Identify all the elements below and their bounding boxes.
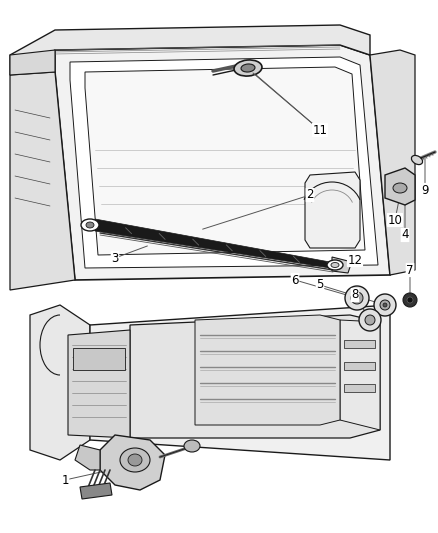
Ellipse shape	[403, 293, 417, 307]
Ellipse shape	[383, 303, 387, 307]
Polygon shape	[75, 445, 100, 470]
Ellipse shape	[128, 454, 142, 466]
Ellipse shape	[374, 294, 396, 316]
Ellipse shape	[331, 262, 339, 268]
Polygon shape	[100, 435, 165, 490]
Polygon shape	[195, 315, 340, 425]
Polygon shape	[10, 50, 55, 75]
Text: 9: 9	[421, 183, 429, 197]
Ellipse shape	[380, 300, 390, 310]
Polygon shape	[85, 67, 365, 255]
Text: 10: 10	[388, 214, 403, 227]
Ellipse shape	[81, 219, 99, 231]
Polygon shape	[95, 219, 330, 268]
Polygon shape	[130, 315, 380, 438]
Polygon shape	[55, 45, 390, 280]
Text: 11: 11	[312, 124, 328, 136]
Polygon shape	[305, 172, 360, 248]
Polygon shape	[30, 305, 90, 460]
Ellipse shape	[241, 64, 255, 72]
Text: 12: 12	[347, 254, 363, 266]
Ellipse shape	[355, 296, 359, 300]
Ellipse shape	[393, 183, 407, 193]
Polygon shape	[90, 305, 390, 460]
Ellipse shape	[234, 60, 262, 76]
Polygon shape	[68, 330, 130, 438]
Ellipse shape	[184, 440, 200, 452]
Text: 5: 5	[316, 279, 324, 292]
Polygon shape	[344, 362, 375, 370]
Polygon shape	[10, 25, 370, 75]
Text: 6: 6	[291, 273, 299, 287]
Text: 4: 4	[401, 229, 409, 241]
Ellipse shape	[345, 286, 369, 310]
Polygon shape	[10, 72, 75, 290]
Polygon shape	[332, 257, 350, 273]
Polygon shape	[385, 168, 415, 205]
Polygon shape	[340, 320, 380, 430]
Text: 7: 7	[406, 263, 414, 277]
Text: 2: 2	[306, 189, 314, 201]
Ellipse shape	[120, 448, 150, 472]
Text: 3: 3	[111, 252, 119, 264]
Ellipse shape	[407, 297, 413, 303]
Text: 1: 1	[61, 473, 69, 487]
Polygon shape	[370, 50, 415, 275]
Text: 8: 8	[351, 288, 359, 302]
Ellipse shape	[86, 222, 94, 228]
Ellipse shape	[359, 309, 381, 331]
Ellipse shape	[327, 260, 343, 270]
Polygon shape	[344, 340, 375, 348]
Ellipse shape	[411, 156, 423, 165]
Polygon shape	[344, 384, 375, 392]
Polygon shape	[73, 348, 125, 370]
Ellipse shape	[365, 315, 375, 325]
Polygon shape	[70, 57, 378, 268]
Polygon shape	[80, 483, 112, 499]
Ellipse shape	[351, 292, 363, 304]
